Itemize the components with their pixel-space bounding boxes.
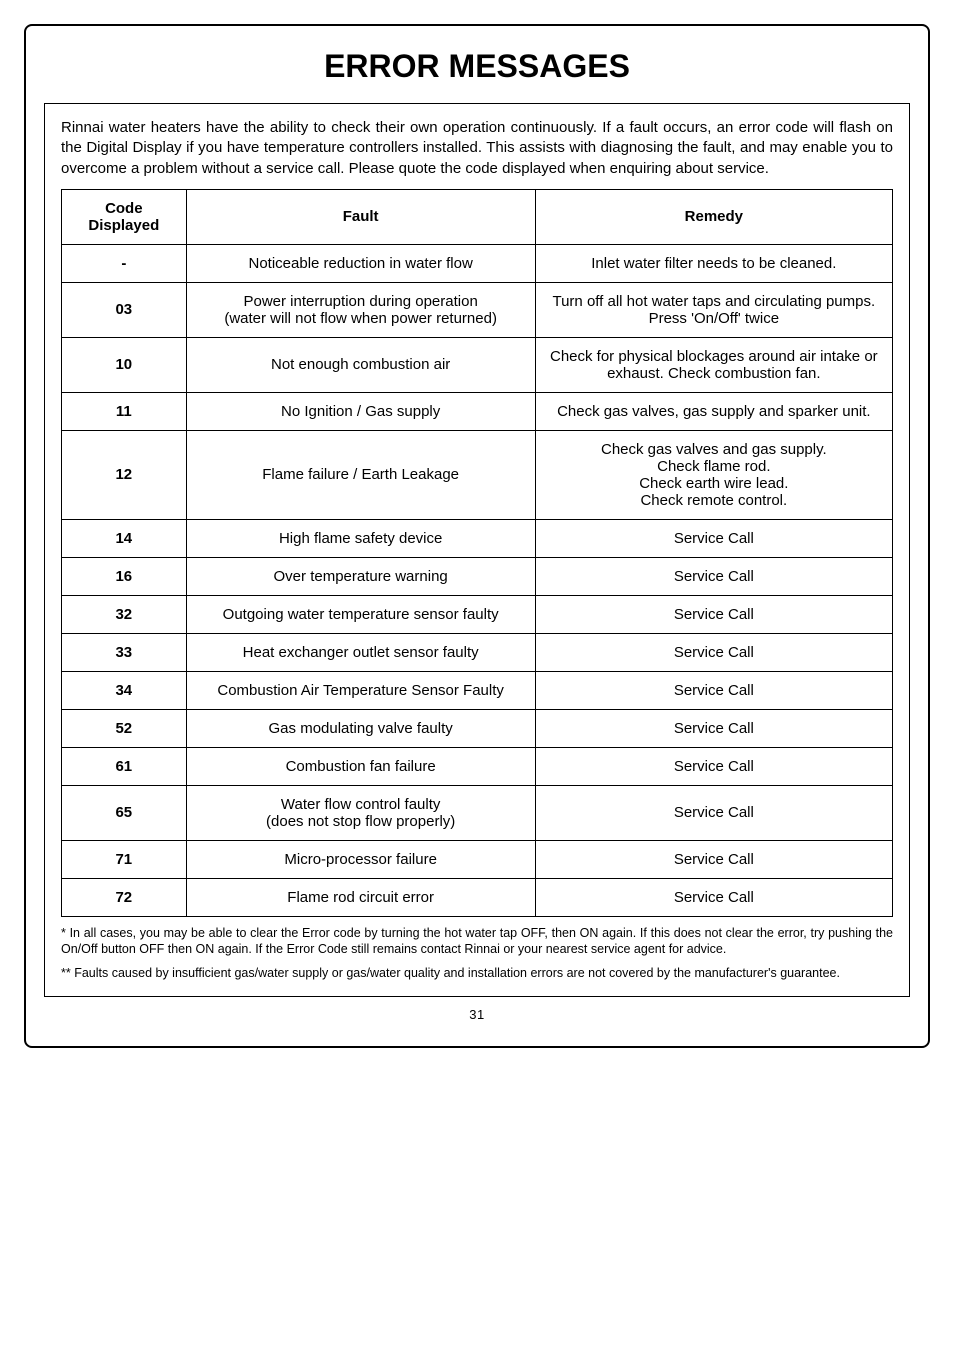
- cell-remedy: Check gas valves and gas supply.Check fl…: [535, 430, 892, 519]
- cell-code: 33: [62, 633, 187, 671]
- cell-code: 03: [62, 282, 187, 337]
- cell-remedy: Service Call: [535, 709, 892, 747]
- cell-remedy: Service Call: [535, 747, 892, 785]
- table-row: 61Combustion fan failureService Call: [62, 747, 893, 785]
- cell-remedy: Service Call: [535, 878, 892, 916]
- cell-remedy: Service Call: [535, 595, 892, 633]
- footnote-2: ** Faults caused by insufficient gas/wat…: [61, 965, 893, 981]
- cell-fault: Micro-processor failure: [186, 840, 535, 878]
- cell-fault: No Ignition / Gas supply: [186, 392, 535, 430]
- cell-fault: Power interruption during operation(wate…: [186, 282, 535, 337]
- cell-code: 12: [62, 430, 187, 519]
- page-frame: ERROR MESSAGES Rinnai water heaters have…: [24, 24, 930, 1048]
- cell-remedy: Turn off all hot water taps and circulat…: [535, 282, 892, 337]
- cell-fault: Not enough combustion air: [186, 337, 535, 392]
- page-title: ERROR MESSAGES: [44, 48, 910, 85]
- table-row: 03Power interruption during operation(wa…: [62, 282, 893, 337]
- header-fault: Fault: [186, 189, 535, 244]
- cell-fault: Gas modulating valve faulty: [186, 709, 535, 747]
- cell-fault: Combustion fan failure: [186, 747, 535, 785]
- cell-fault: Noticeable reduction in water flow: [186, 244, 535, 282]
- table-row: 52Gas modulating valve faultyService Cal…: [62, 709, 893, 747]
- cell-code: 52: [62, 709, 187, 747]
- cell-code: 61: [62, 747, 187, 785]
- table-row: 32Outgoing water temperature sensor faul…: [62, 595, 893, 633]
- cell-remedy: Service Call: [535, 519, 892, 557]
- table-row: 16Over temperature warningService Call: [62, 557, 893, 595]
- table-row: 71Micro-processor failureService Call: [62, 840, 893, 878]
- cell-remedy: Service Call: [535, 671, 892, 709]
- cell-fault: High flame safety device: [186, 519, 535, 557]
- cell-code: 34: [62, 671, 187, 709]
- cell-fault: Combustion Air Temperature Sensor Faulty: [186, 671, 535, 709]
- cell-fault: Outgoing water temperature sensor faulty: [186, 595, 535, 633]
- table-row: 34Combustion Air Temperature Sensor Faul…: [62, 671, 893, 709]
- page-number: 31: [44, 1007, 910, 1022]
- table-row: 11No Ignition / Gas supplyCheck gas valv…: [62, 392, 893, 430]
- header-code: Code Displayed: [62, 189, 187, 244]
- cell-remedy: Service Call: [535, 633, 892, 671]
- cell-code: 14: [62, 519, 187, 557]
- table-row: 72Flame rod circuit errorService Call: [62, 878, 893, 916]
- table-row: -Noticeable reduction in water flowInlet…: [62, 244, 893, 282]
- cell-fault: Heat exchanger outlet sensor faulty: [186, 633, 535, 671]
- table-body: -Noticeable reduction in water flowInlet…: [62, 244, 893, 916]
- intro-paragraph: Rinnai water heaters have the ability to…: [61, 118, 893, 179]
- cell-remedy: Service Call: [535, 557, 892, 595]
- cell-fault: Flame failure / Earth Leakage: [186, 430, 535, 519]
- cell-code: 65: [62, 785, 187, 840]
- cell-code: 72: [62, 878, 187, 916]
- cell-remedy: Check for physical blockages around air …: [535, 337, 892, 392]
- cell-code: 32: [62, 595, 187, 633]
- cell-code: 11: [62, 392, 187, 430]
- table-header-row: Code Displayed Fault Remedy: [62, 189, 893, 244]
- cell-remedy: Check gas valves, gas supply and sparker…: [535, 392, 892, 430]
- cell-code: 16: [62, 557, 187, 595]
- cell-fault: Over temperature warning: [186, 557, 535, 595]
- table-row: 14High flame safety deviceService Call: [62, 519, 893, 557]
- header-remedy: Remedy: [535, 189, 892, 244]
- table-row: 65Water flow control faulty(does not sto…: [62, 785, 893, 840]
- cell-code: 10: [62, 337, 187, 392]
- cell-code: -: [62, 244, 187, 282]
- content-box: Rinnai water heaters have the ability to…: [44, 103, 910, 997]
- cell-remedy: Inlet water filter needs to be cleaned.: [535, 244, 892, 282]
- table-row: 33Heat exchanger outlet sensor faultySer…: [62, 633, 893, 671]
- table-row: 12Flame failure / Earth LeakageCheck gas…: [62, 430, 893, 519]
- cell-remedy: Service Call: [535, 840, 892, 878]
- cell-remedy: Service Call: [535, 785, 892, 840]
- footnote-1: * In all cases, you may be able to clear…: [61, 925, 893, 958]
- cell-fault: Water flow control faulty(does not stop …: [186, 785, 535, 840]
- table-row: 10Not enough combustion airCheck for phy…: [62, 337, 893, 392]
- error-table: Code Displayed Fault Remedy -Noticeable …: [61, 189, 893, 917]
- cell-code: 71: [62, 840, 187, 878]
- cell-fault: Flame rod circuit error: [186, 878, 535, 916]
